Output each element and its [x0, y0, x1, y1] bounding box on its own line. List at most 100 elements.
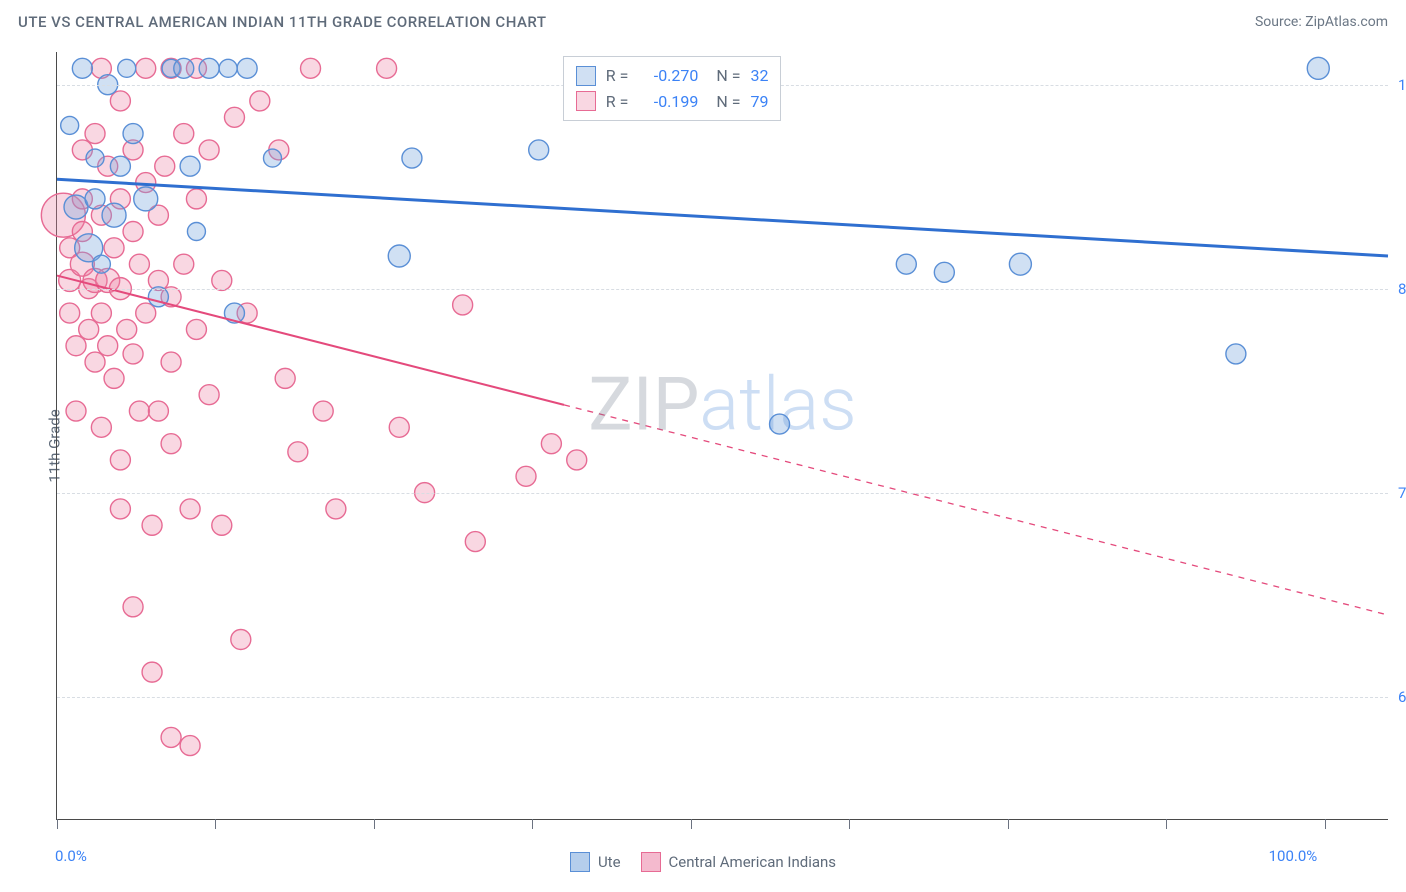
- scatter-point: [377, 58, 397, 78]
- legend-swatch: [576, 91, 596, 111]
- scatter-point: [541, 434, 561, 454]
- legend-label: Central American Indians: [669, 853, 837, 871]
- scatter-point: [186, 189, 206, 209]
- scatter-point: [224, 107, 244, 127]
- scatter-point: [212, 270, 232, 290]
- scatter-point: [199, 58, 219, 78]
- scatter-point: [934, 262, 954, 282]
- regression-line: [57, 179, 1388, 256]
- scatter-point: [102, 203, 126, 227]
- scatter-point: [60, 303, 80, 323]
- r-value: -0.270: [638, 63, 698, 89]
- gridline-h: [57, 697, 1388, 698]
- scatter-point: [110, 156, 130, 176]
- legend-swatch: [641, 852, 661, 872]
- scatter-point: [129, 254, 149, 274]
- scatter-point: [134, 187, 158, 211]
- scatter-point: [180, 499, 200, 519]
- scatter-point: [85, 124, 105, 144]
- x-tick-mark: [1008, 819, 1009, 829]
- scatter-point: [61, 116, 79, 134]
- x-tick-mark: [1166, 819, 1167, 829]
- n-label: N =: [708, 89, 740, 115]
- scatter-point: [161, 727, 181, 747]
- correlation-legend: R = -0.270 N = 32R =-0.199 N =79: [563, 56, 782, 121]
- scatter-point: [301, 58, 321, 78]
- legend-swatch: [570, 852, 590, 872]
- gridline-h: [57, 289, 1388, 290]
- scatter-point: [118, 59, 136, 77]
- scatter-point: [389, 417, 409, 437]
- scatter-point: [155, 156, 175, 176]
- scatter-point: [110, 499, 130, 519]
- y-tick-label: 100.0%: [1398, 76, 1406, 94]
- scatter-point: [1307, 57, 1329, 79]
- scatter-point: [186, 319, 206, 339]
- x-tick-mark: [57, 819, 58, 829]
- r-label: R =: [606, 89, 629, 115]
- scatter-point: [79, 319, 99, 339]
- scatter-point: [110, 450, 130, 470]
- legend-bottom-item: Central American Indians: [641, 852, 837, 872]
- scatter-point: [142, 662, 162, 682]
- scatter-point: [161, 434, 181, 454]
- r-label: R =: [606, 63, 629, 89]
- scatter-point: [91, 303, 111, 323]
- x-tick-mark: [374, 819, 375, 829]
- n-value: 32: [750, 63, 768, 89]
- scatter-point: [72, 58, 92, 78]
- scatter-point: [1226, 344, 1246, 364]
- scatter-point: [85, 352, 105, 372]
- scatter-point: [85, 189, 105, 209]
- scatter-point: [123, 124, 143, 144]
- scatter-point: [92, 255, 110, 273]
- scatter-point: [250, 91, 270, 111]
- scatter-point: [136, 58, 156, 78]
- scatter-point: [66, 336, 86, 356]
- scatter-point: [136, 303, 156, 323]
- x-tick-mark: [215, 819, 216, 829]
- legend-label: Ute: [598, 853, 621, 871]
- regression-line: [564, 405, 1388, 615]
- scatter-point: [123, 344, 143, 364]
- scatter-point: [199, 140, 219, 160]
- x-tick-mark: [849, 819, 850, 829]
- scatter-point: [326, 499, 346, 519]
- x-tick-mark: [691, 819, 692, 829]
- scatter-point: [187, 223, 205, 241]
- scatter-point: [313, 401, 333, 421]
- scatter-point: [91, 417, 111, 437]
- legend-swatch: [576, 66, 596, 86]
- scatter-point: [174, 58, 194, 78]
- scatter-point: [174, 124, 194, 144]
- source-label: Source: ZipAtlas.com: [1255, 14, 1388, 30]
- scatter-point: [275, 368, 295, 388]
- scatter-point: [896, 254, 916, 274]
- plot-area: ZIPatlas 62.5%75.0%87.5%100.0%0.0%100.0%…: [56, 52, 1388, 820]
- scatter-point: [174, 254, 194, 274]
- x-tick-mark: [532, 819, 533, 829]
- chart-title: UTE VS CENTRAL AMERICAN INDIAN 11TH GRAD…: [18, 13, 547, 31]
- scatter-point: [219, 59, 237, 77]
- legend-bottom-item: Ute: [570, 852, 621, 872]
- scatter-point: [86, 149, 104, 167]
- scatter-point: [199, 385, 219, 405]
- scatter-point: [129, 401, 149, 421]
- y-tick-label: 75.0%: [1398, 484, 1406, 502]
- y-tick-label: 87.5%: [1398, 280, 1406, 298]
- scatter-point: [148, 401, 168, 421]
- scatter-point: [117, 319, 137, 339]
- scatter-point: [104, 238, 124, 258]
- scatter-point: [212, 515, 232, 535]
- scatter-point: [567, 450, 587, 470]
- scatter-point: [142, 515, 162, 535]
- scatter-point: [388, 245, 410, 267]
- regression-line: [57, 276, 564, 405]
- header-bar: UTE VS CENTRAL AMERICAN INDIAN 11TH GRAD…: [0, 0, 1406, 44]
- correlation-legend-row: R =-0.199 N =79: [576, 89, 769, 115]
- scatter-point: [237, 58, 257, 78]
- y-tick-label: 62.5%: [1398, 688, 1406, 706]
- scatter-point: [180, 156, 200, 176]
- scatter-point: [1009, 253, 1031, 275]
- n-label: N =: [708, 63, 740, 89]
